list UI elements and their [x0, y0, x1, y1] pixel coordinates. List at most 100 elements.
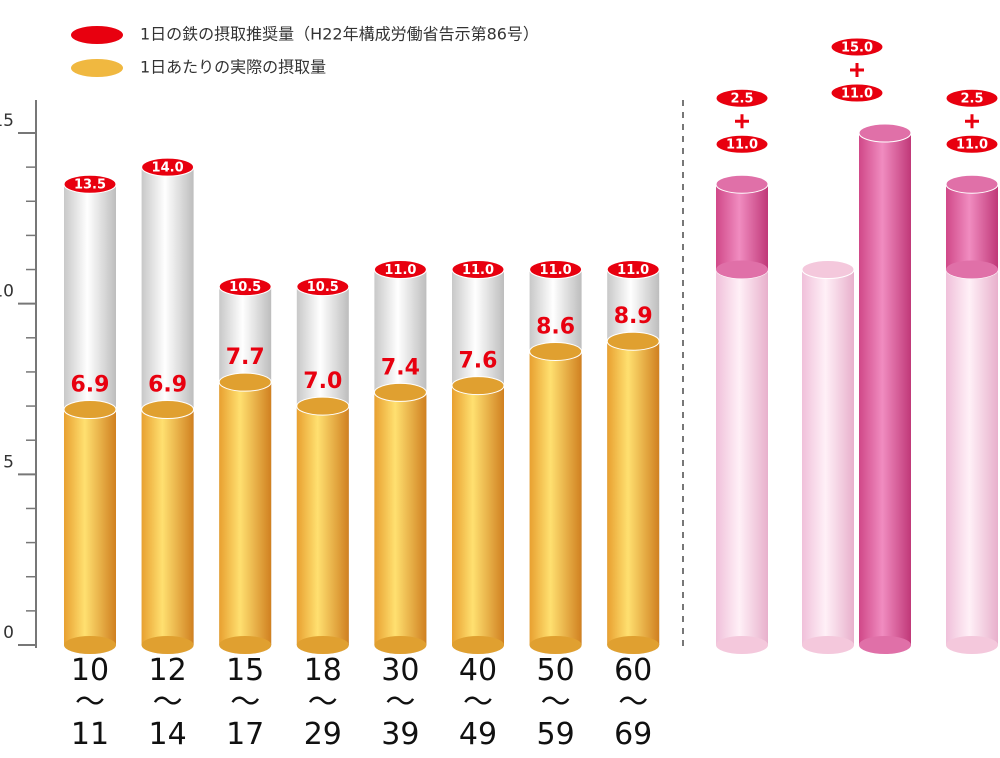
y-tick-label: 0	[3, 623, 14, 643]
added-bar-bottom	[716, 260, 768, 279]
actual-label: 6.9	[148, 372, 187, 397]
added-bar-top	[945, 174, 999, 194]
added-bar-bottom	[946, 260, 998, 279]
added-bar	[858, 123, 912, 654]
value-badge	[830, 83, 884, 103]
actual-bar-body	[452, 385, 504, 645]
added-bar-body	[946, 184, 998, 270]
x-tick-label: 50 〜 59	[536, 653, 575, 752]
value-label: 2.5	[730, 92, 753, 107]
actual-bar-bottom	[374, 636, 427, 654]
value-label: 11.0	[462, 263, 494, 278]
actual-bar	[451, 376, 505, 654]
actual-label: 7.0	[303, 369, 342, 394]
added-bar-top	[715, 174, 769, 194]
actual-label: 7.6	[459, 349, 498, 374]
x-tick-label: 18 〜 29	[303, 653, 342, 752]
value-label: 10.5	[307, 280, 339, 295]
value-badge	[830, 37, 884, 57]
base-bar-top	[801, 260, 855, 280]
legend-label: 1日あたりの実際の摂取量	[140, 58, 326, 77]
actual-bar-top	[529, 341, 583, 361]
actual-bar-bottom	[607, 636, 660, 654]
added-bar-bottom	[859, 636, 911, 654]
actual-bar-top	[63, 399, 117, 419]
actual-bar	[141, 399, 195, 654]
actual-bar-top	[606, 331, 660, 351]
plus-sign	[965, 114, 979, 129]
value-badge	[296, 277, 350, 297]
actual-bar-body	[374, 392, 427, 645]
actual-bar-bottom	[64, 636, 116, 654]
x-tick-label: 60 〜 69	[614, 653, 653, 752]
value-badge	[373, 260, 427, 280]
added-bar	[715, 174, 769, 279]
plus-sign	[850, 63, 864, 77]
actual-bar-top	[451, 376, 505, 396]
value-label: 11.0	[726, 138, 758, 153]
x-tick-label: 12 〜 14	[148, 653, 187, 752]
value-label: 11.0	[841, 87, 873, 102]
value-badge	[945, 134, 999, 154]
actual-bar-body	[219, 382, 272, 645]
actual-bar-bottom	[452, 636, 504, 654]
x-tick-label: 30 〜 39	[381, 653, 420, 752]
value-badge	[945, 88, 999, 108]
actual-bar-top	[296, 396, 350, 416]
base-bar-bottom	[946, 636, 998, 654]
value-label: 11.0	[540, 263, 572, 278]
actual-bar	[373, 382, 427, 654]
base-bar	[945, 260, 999, 654]
added-bar-body	[716, 184, 768, 270]
value-label: 14.0	[152, 161, 184, 176]
value-label: 11.0	[617, 263, 649, 278]
actual-bar-body	[64, 409, 116, 645]
actual-bar-top	[218, 372, 272, 392]
x-tick-label: 15 〜 17	[226, 653, 265, 752]
actual-label: 6.9	[71, 372, 110, 397]
value-label: 15.0	[841, 41, 873, 56]
actual-bar	[218, 372, 272, 654]
base-bar-bottom	[716, 636, 768, 654]
added-bar-body	[859, 133, 911, 645]
value-badge	[715, 134, 769, 154]
value-badge	[529, 260, 583, 280]
base-bar-bottom	[802, 636, 854, 654]
actual-label: 7.4	[381, 355, 420, 380]
actual-bar-bottom	[141, 636, 194, 654]
base-bar	[801, 260, 855, 654]
base-bar	[715, 260, 769, 654]
value-label: 11.0	[384, 263, 416, 278]
added-bar	[945, 174, 999, 279]
value-badge	[141, 157, 195, 177]
actual-bar-bottom	[529, 636, 582, 654]
base-bar-body	[946, 269, 998, 645]
value-badge	[218, 277, 272, 297]
actual-bar-body	[296, 406, 349, 645]
value-label: 13.5	[74, 178, 106, 193]
value-badge	[606, 260, 660, 280]
actual-label: 8.6	[536, 314, 575, 339]
actual-bar-top	[141, 399, 195, 419]
legend-label: 1日の鉄の摂取推奨量（H22年構成労働省告示第86号）	[140, 25, 539, 44]
actual-bar-top	[373, 382, 427, 402]
actual-bar	[63, 399, 117, 654]
actual-bar-bottom	[296, 636, 349, 654]
value-label: 10.5	[229, 280, 261, 295]
y-tick-label: 10	[0, 282, 14, 302]
plus-sign	[735, 114, 749, 129]
y-tick-label: 15	[0, 111, 14, 131]
actual-bar-bottom	[219, 636, 272, 654]
value-label: 11.0	[956, 138, 988, 153]
x-tick-label: 10 〜 11	[70, 653, 110, 752]
value-badge	[63, 174, 117, 194]
value-badge	[715, 88, 769, 108]
actual-bar-body	[141, 409, 194, 645]
actual-bar	[606, 331, 660, 654]
actual-bar-body	[529, 351, 582, 645]
actual-label: 8.9	[614, 304, 653, 329]
added-bar-top	[858, 123, 912, 143]
actual-label: 7.7	[226, 345, 265, 370]
